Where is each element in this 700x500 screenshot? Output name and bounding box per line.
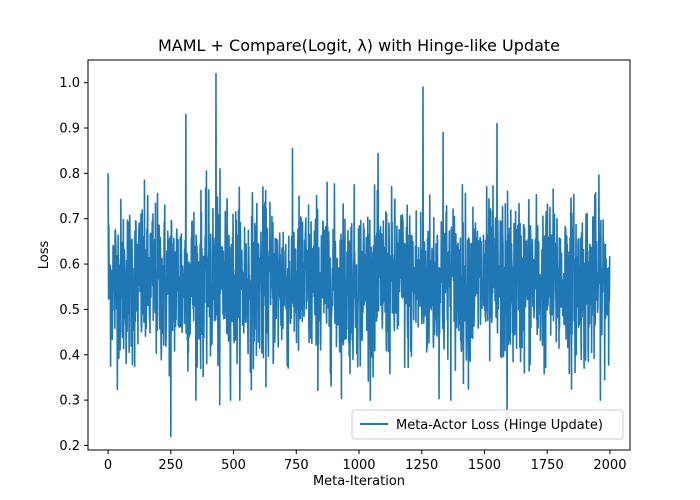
y-tick-label: 0.7	[59, 212, 80, 227]
legend-box	[351, 409, 624, 440]
x-tick-label: 1500	[468, 458, 501, 473]
y-tick-label: 0.8	[59, 167, 80, 182]
x-tick-label: 1750	[531, 458, 564, 473]
y-tick-label: 0.2	[59, 439, 80, 454]
x-tick-label: 0	[104, 458, 112, 473]
legend: Meta-Actor Loss (Hinge Update)	[351, 409, 624, 440]
x-axis: 0 250 500 750 1000 1250 1500 1750 2000	[104, 450, 626, 473]
y-axis-label: Loss	[37, 241, 52, 270]
chart-title: MAML + Compare(Logit, λ) with Hinge-like…	[158, 36, 560, 55]
x-tick-label: 2000	[593, 458, 626, 473]
series-line	[107, 72, 611, 438]
y-tick-label: 0.3	[59, 394, 80, 409]
x-tick-label: 1000	[342, 458, 375, 473]
x-axis-label: Meta-Iteration	[313, 474, 405, 489]
series-group	[107, 72, 611, 438]
y-axis: 0.2 0.3 0.4 0.5 0.6 0.7 0.8 0.9 1.0	[59, 76, 88, 454]
x-tick-label: 250	[158, 458, 183, 473]
legend-label: Meta-Actor Loss (Hinge Update)	[396, 418, 603, 433]
x-tick-label: 1250	[405, 458, 438, 473]
y-tick-label: 0.9	[59, 122, 80, 137]
y-tick-label: 0.5	[59, 303, 80, 318]
x-tick-label: 500	[221, 458, 246, 473]
y-tick-label: 0.4	[59, 348, 80, 363]
y-tick-label: 0.6	[59, 258, 80, 273]
y-tick-label: 1.0	[59, 76, 80, 91]
x-tick-label: 750	[284, 458, 309, 473]
